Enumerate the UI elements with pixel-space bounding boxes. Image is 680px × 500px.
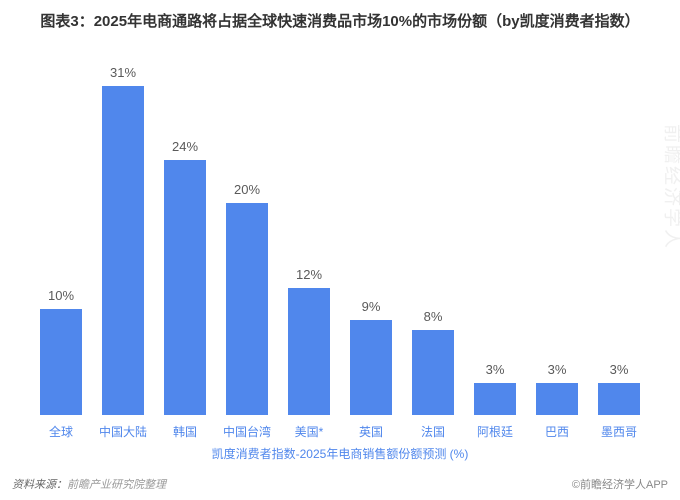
bar-value-label: 3% [610,362,629,377]
bar-rect [102,86,144,415]
bar-slot: 9% [340,65,402,415]
chart-title: 图表3：2025年电商通路将占据全球快速消费品市场10%的市场份额（by凯度消费… [0,0,680,36]
bar-slot: 3% [464,65,526,415]
x-axis-label: 全球 [30,423,92,440]
x-axis-label: 巴西 [526,423,588,440]
bar-slot: 12% [278,65,340,415]
bar-value-label: 3% [486,362,505,377]
bar-value-label: 10% [48,288,74,303]
bar-value-label: 24% [172,139,198,154]
attribution-text: ©前瞻经济学人APP [572,476,668,492]
bar-rect [288,288,330,415]
bar-rect [164,160,206,415]
x-axis-label: 墨西哥 [588,423,650,440]
x-axis-label: 英国 [340,423,402,440]
bar-slot: 24% [154,65,216,415]
source-label: 资料来源： [12,479,67,491]
bar-slot: 8% [402,65,464,415]
bar-rect [536,383,578,415]
bar-rect [412,330,454,415]
x-axis-label: 阿根廷 [464,423,526,440]
bar-value-label: 20% [234,182,260,197]
source-text: 前瞻产业研究院整理 [67,479,166,491]
source-note: 资料来源：前瞻产业研究院整理 [12,476,166,492]
x-axis-label: 中国大陆 [92,423,154,440]
bar-rect [350,320,392,415]
x-axis-label: 美国* [278,423,340,440]
bar-value-label: 9% [362,299,381,314]
bar-slot: 10% [30,65,92,415]
bar-slot: 3% [588,65,650,415]
x-axis-labels: 全球中国大陆韩国中国台湾美国*英国法国阿根廷巴西墨西哥 [30,423,650,440]
bar-rect [474,383,516,415]
x-axis-label: 韩国 [154,423,216,440]
bar-slot: 20% [216,65,278,415]
watermark-text: 前瞻经济学人 [661,124,680,250]
bar-rect [226,203,268,415]
x-axis-label: 中国台湾 [216,423,278,440]
bar-slot: 3% [526,65,588,415]
bar-value-label: 8% [424,309,443,324]
bar-value-label: 31% [110,65,136,80]
bar-value-label: 12% [296,267,322,282]
bar-rect [598,383,640,415]
chart-plot-area: 10% 31% 24% 20% 12% 9% 8% 3% 3% 3% [30,65,650,415]
bar-value-label: 3% [548,362,567,377]
bar-slot: 31% [92,65,154,415]
x-axis-label: 法国 [402,423,464,440]
bar-rect [40,309,82,415]
x-axis-title: 凯度消费者指数-2025年电商销售额份额预测 (%) [0,445,680,462]
bars-container: 10% 31% 24% 20% 12% 9% 8% 3% 3% 3% [30,65,650,415]
